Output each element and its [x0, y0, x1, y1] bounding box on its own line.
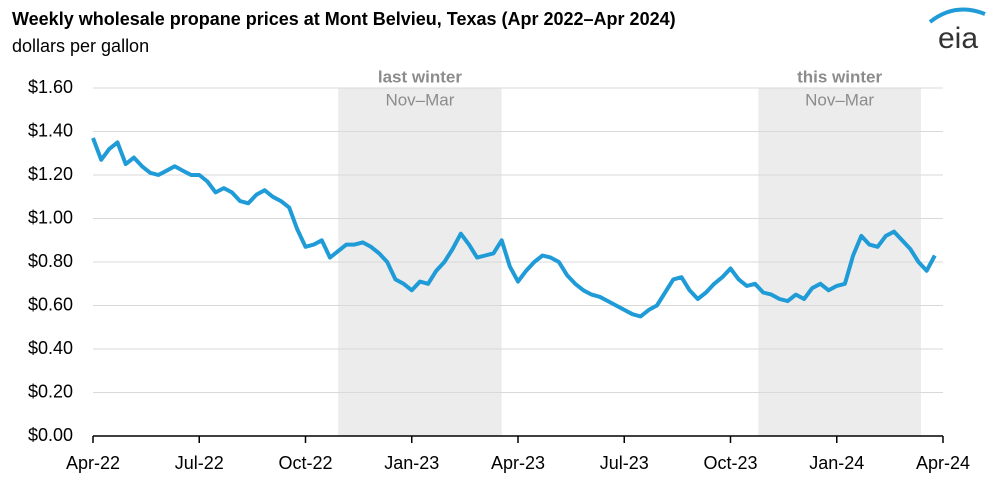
chart-subtitle: dollars per gallon	[12, 36, 149, 56]
y-tick-label: $0.60	[28, 294, 73, 314]
x-tick-label: Jul-22	[175, 453, 224, 473]
x-tick-label: Oct-23	[703, 453, 757, 473]
y-tick-label: $1.00	[28, 207, 73, 227]
y-tick-label: $1.40	[28, 120, 73, 140]
y-tick-label: $0.80	[28, 251, 73, 271]
y-tick-label: $0.40	[28, 338, 73, 358]
x-tick-label: Apr-24	[916, 453, 970, 473]
price-line	[91, 137, 937, 319]
chart-title: Weekly wholesale propane prices at Mont …	[12, 9, 676, 29]
grid	[93, 87, 943, 393]
logo: eia	[928, 7, 986, 55]
x-tick-label: Apr-23	[491, 453, 545, 473]
y-tick-label: $1.20	[28, 164, 73, 184]
winter-label: Nov–Mar	[385, 90, 454, 109]
x-tick-label: Jan-24	[809, 453, 864, 473]
logo-text: eia	[938, 22, 978, 55]
x-tick-label: Jul-23	[600, 453, 649, 473]
winter-title: last winter	[378, 67, 462, 86]
logo-arc	[928, 7, 986, 24]
winter-title: this winter	[797, 67, 882, 86]
x-tick-label: Oct-22	[278, 453, 332, 473]
y-tick-label: $1.60	[28, 77, 73, 97]
y-tick-label: $0.00	[28, 425, 73, 445]
x-tick-label: Jan-23	[384, 453, 439, 473]
y-tick-label: $0.20	[28, 381, 73, 401]
winter-label: Nov–Mar	[805, 90, 874, 109]
x-tick-label: Apr-22	[66, 453, 120, 473]
